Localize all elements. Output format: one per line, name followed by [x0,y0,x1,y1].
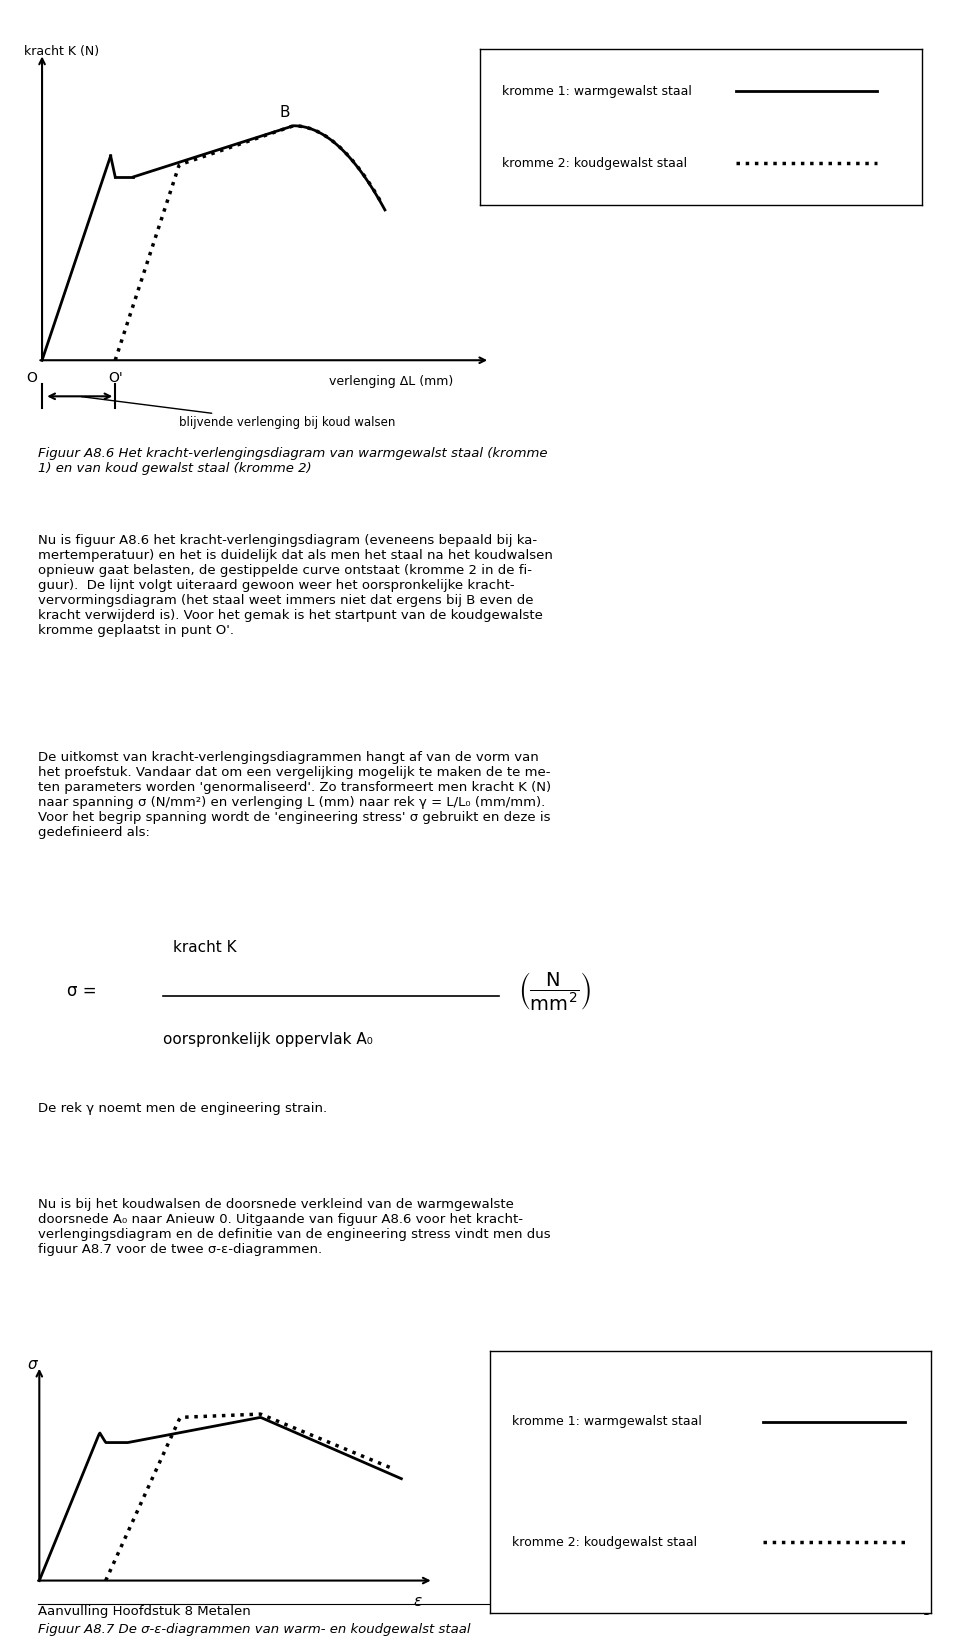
Text: Figuur A8.7 De σ-ε-diagrammen van warm- en koudgewalst staal: Figuur A8.7 De σ-ε-diagrammen van warm- … [38,1623,471,1636]
Text: De uitkomst van kracht-verlengingsdiagrammen hangt af van de vorm van
het proefs: De uitkomst van kracht-verlengingsdiagra… [38,751,552,840]
Text: kromme 1: warmgewalst staal: kromme 1: warmgewalst staal [502,85,692,99]
Text: kracht K: kracht K [173,940,236,955]
Text: ε: ε [413,1594,421,1608]
Text: Nu is figuur A8.6 het kracht-verlengingsdiagram (eveneens bepaald bij ka-
mertem: Nu is figuur A8.6 het kracht-verlengings… [38,534,553,637]
Text: σ: σ [27,1357,36,1372]
Text: kromme 2: koudgewalst staal: kromme 2: koudgewalst staal [512,1536,697,1549]
Text: B: B [279,105,290,120]
Text: Figuur A8.6 Het kracht-verlengingsdiagram van warmgewalst staal (kromme
1) en va: Figuur A8.6 Het kracht-verlengingsdiagra… [38,447,548,475]
Text: kracht K (N): kracht K (N) [24,44,99,58]
Text: 5: 5 [923,1605,931,1618]
Text: kromme 2: koudgewalst staal: kromme 2: koudgewalst staal [502,156,687,169]
Text: $\left( \dfrac{\mathrm{N}}{\mathrm{mm}^2} \right)$: $\left( \dfrac{\mathrm{N}}{\mathrm{mm}^2… [518,969,592,1012]
Text: oorspronkelijk oppervlak A₀: oorspronkelijk oppervlak A₀ [163,1032,373,1047]
Text: Nu is bij het koudwalsen de doorsnede verkleind van de warmgewalste
doorsnede A₀: Nu is bij het koudwalsen de doorsnede ve… [38,1198,551,1255]
Text: Aanvulling Hoofdstuk 8 Metalen: Aanvulling Hoofdstuk 8 Metalen [38,1605,252,1618]
Text: De rek γ noemt men de engineering strain.: De rek γ noemt men de engineering strain… [38,1102,327,1116]
Text: verlenging ΔL (mm): verlenging ΔL (mm) [329,375,453,388]
Text: kromme 1: warmgewalst staal: kromme 1: warmgewalst staal [512,1415,702,1428]
Text: O: O [26,371,36,384]
Text: blijvende verlenging bij koud walsen: blijvende verlenging bij koud walsen [82,396,396,429]
Text: O': O' [108,371,123,384]
Text: σ =: σ = [67,983,102,999]
